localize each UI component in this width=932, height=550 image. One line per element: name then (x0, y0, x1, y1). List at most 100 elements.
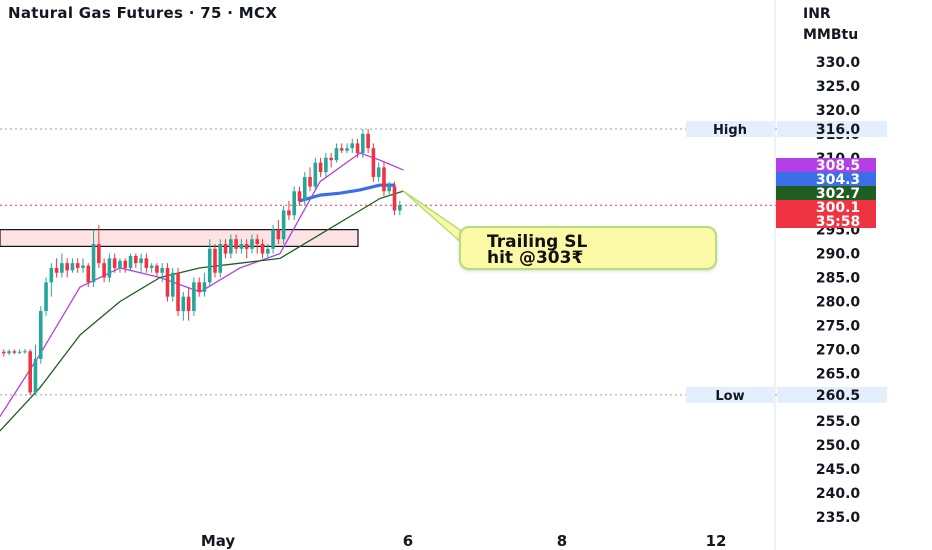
candle-body (207, 248, 212, 283)
price-label: 304.3 (816, 172, 860, 188)
candle-body (244, 244, 249, 249)
candle-body (170, 272, 175, 297)
candle-body (118, 260, 122, 268)
gridlines (0, 0, 780, 550)
candle-body (371, 148, 376, 177)
candle-body (202, 282, 207, 292)
candle-body (176, 272, 180, 312)
candle-body (128, 255, 133, 268)
price-label: 302.7 (816, 186, 860, 202)
candle-body (102, 263, 106, 278)
candle-body (107, 258, 112, 278)
candle-body (75, 263, 80, 268)
candle-body (17, 351, 22, 353)
candle-body (266, 248, 270, 254)
price-label: 300.1 (816, 200, 860, 216)
annotation-callout: Trailing SL hit @303₹ (459, 226, 717, 270)
candle-body (339, 148, 344, 151)
annotation-text: Trailing SL hit @303₹ (487, 234, 587, 267)
candle-body (355, 143, 360, 153)
candle-body (376, 167, 381, 177)
high-value-bg (777, 121, 887, 138)
candle-body (250, 239, 254, 249)
candle-body (387, 186, 392, 192)
price-label-bg (776, 200, 876, 214)
candle-body (218, 244, 223, 273)
y-tick-label: 280.0 (816, 294, 861, 310)
candle-body (334, 148, 339, 161)
moving-averages (0, 152, 404, 432)
y-tick-label: 270.0 (816, 342, 861, 358)
currency: INR (803, 6, 831, 22)
low-value-bg (777, 386, 887, 403)
candle-body (60, 263, 64, 273)
candle-body (302, 176, 307, 201)
candle-body (239, 244, 244, 249)
candle-body (255, 239, 260, 244)
y-tick-label: 235.0 (816, 510, 861, 526)
candle-body (160, 267, 164, 273)
candle-body (382, 167, 386, 192)
y-tick-label: 275.0 (816, 318, 861, 334)
unit: MMBtu (803, 27, 859, 43)
candle-body (260, 244, 265, 254)
countdown-bg (776, 214, 876, 228)
candle-body (134, 255, 138, 264)
x-tick-label: 12 (706, 532, 727, 550)
time-axis: May 6 8 12 (201, 532, 727, 550)
candle-body (229, 239, 233, 254)
y-tick-label: 250.0 (816, 438, 861, 454)
candle-body (97, 244, 101, 264)
candle-body (23, 351, 27, 353)
candle-body (86, 265, 91, 283)
low-value: 260.5 (816, 388, 860, 404)
candle-body (287, 210, 291, 216)
candle-body (149, 265, 154, 268)
candle-body (281, 210, 286, 240)
price-label-bg (776, 172, 876, 186)
candle-body (38, 311, 43, 359)
low-tag-bg (686, 386, 774, 403)
y-tick-label: 325.0 (816, 79, 861, 95)
candle-body (28, 351, 32, 393)
y-tick-label: 290.0 (816, 247, 861, 263)
candle-body (7, 351, 11, 354)
zone-rect (0, 229, 359, 247)
candle-body (366, 133, 370, 149)
candle-body (139, 258, 143, 264)
currency-label: INR MMBtu (803, 4, 858, 46)
candle-body (44, 282, 48, 312)
y-tick-label: 285.0 (816, 271, 861, 287)
y-tick-label: 240.0 (816, 486, 861, 502)
candle-body (70, 263, 75, 271)
countdown: 35:58 (816, 214, 861, 230)
candle-body (398, 205, 402, 211)
high-tag-label: High (713, 123, 747, 138)
candle-body (271, 229, 275, 249)
candle-body (361, 133, 365, 153)
candle-body (112, 258, 117, 268)
candle-body (123, 260, 128, 268)
price-axis: 330.0325.0320.0315.0310.0295.0290.0285.0… (816, 55, 861, 526)
candle-body (144, 258, 149, 268)
candle-body (308, 176, 312, 187)
candle-body (165, 267, 170, 297)
y-tick-label: 330.0 (816, 55, 861, 71)
chart-title: Natural Gas Futures · 75 · MCX (8, 4, 278, 22)
candle-body (234, 239, 238, 249)
candle-body (65, 263, 69, 271)
y-tick-label: 245.0 (816, 462, 861, 478)
candle-body (155, 265, 159, 273)
candles (1, 129, 402, 395)
candle-body (345, 148, 349, 151)
candle-body (49, 267, 54, 283)
candle-body (1, 351, 6, 354)
candle-body (192, 282, 196, 312)
price-label-bg (776, 158, 876, 172)
candle-body (81, 265, 85, 268)
candle-body (392, 186, 397, 211)
candle-body (33, 358, 38, 393)
candle-body (329, 157, 333, 161)
candle-body (186, 296, 191, 312)
